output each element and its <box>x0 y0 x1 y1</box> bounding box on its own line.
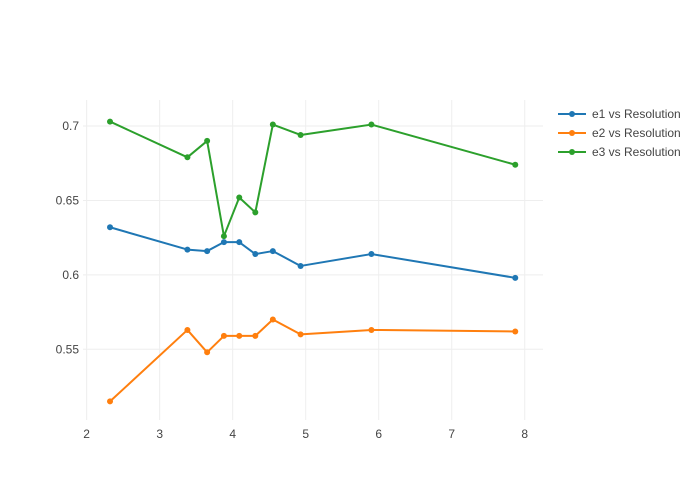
data-point[interactable] <box>368 251 375 258</box>
data-point[interactable] <box>269 121 276 128</box>
series-line <box>109 318 516 403</box>
y-tick-label: 0.7 <box>62 119 79 133</box>
x-tick-label: 5 <box>302 427 309 441</box>
x-tick-label: 4 <box>229 427 236 441</box>
legend-swatch-marker <box>569 111 575 117</box>
data-point[interactable] <box>220 233 227 240</box>
legend-swatch-marker <box>569 149 575 155</box>
data-point[interactable] <box>512 274 519 281</box>
legend-item[interactable]: e3 vs Resolution <box>558 145 681 159</box>
data-point[interactable] <box>269 248 276 255</box>
legend-label: e1 vs Resolution <box>592 107 681 121</box>
data-point[interactable] <box>368 326 375 333</box>
x-tick-label: 3 <box>156 427 163 441</box>
axis-layer: 2 3 4 5 6 7 8 0.55 0.6 0.65 0.7 <box>56 119 529 441</box>
x-tick-label: 7 <box>448 427 455 441</box>
grid-layer <box>83 100 543 420</box>
y-tick-label: 0.6 <box>62 268 79 282</box>
data-point[interactable] <box>107 224 114 231</box>
x-tick-label: 8 <box>521 427 528 441</box>
data-point[interactable] <box>269 316 276 323</box>
data-point[interactable] <box>368 121 375 128</box>
series-line <box>109 120 516 238</box>
legend-label: e2 vs Resolution <box>592 126 681 140</box>
legend-item[interactable]: e1 vs Resolution <box>558 107 681 121</box>
legend-label: e3 vs Resolution <box>592 145 681 159</box>
data-point[interactable] <box>204 137 211 144</box>
x-tick-label: 2 <box>83 427 90 441</box>
legend[interactable]: e1 vs Resolution e2 vs Resolution e3 vs Re… <box>558 107 681 159</box>
data-point[interactable] <box>297 131 304 138</box>
data-point[interactable] <box>204 349 211 356</box>
data-point[interactable] <box>184 246 191 253</box>
data-point[interactable] <box>297 262 304 269</box>
data-point[interactable] <box>252 251 259 258</box>
data-point[interactable] <box>204 248 211 255</box>
series-layer <box>107 118 519 405</box>
series-3 <box>107 118 519 240</box>
y-tick-label: 0.55 <box>56 342 80 356</box>
data-point[interactable] <box>184 154 191 161</box>
data-point[interactable] <box>184 326 191 333</box>
legend-item[interactable]: e2 vs Resolution <box>558 126 681 140</box>
data-point[interactable] <box>236 239 243 246</box>
series-1 <box>107 224 519 281</box>
data-point[interactable] <box>512 161 519 168</box>
series-2 <box>107 316 519 405</box>
y-tick-label: 0.65 <box>56 193 80 207</box>
data-point[interactable] <box>297 331 304 338</box>
series-line <box>109 226 516 279</box>
x-tick-label: 6 <box>375 427 382 441</box>
data-point[interactable] <box>236 194 243 201</box>
data-point[interactable] <box>107 118 114 125</box>
data-point[interactable] <box>512 328 519 335</box>
legend-swatch-marker <box>569 130 575 136</box>
data-point[interactable] <box>220 239 227 246</box>
data-point[interactable] <box>107 398 114 405</box>
data-point[interactable] <box>220 332 227 339</box>
data-point[interactable] <box>252 332 259 339</box>
data-point[interactable] <box>236 332 243 339</box>
data-point[interactable] <box>252 209 259 216</box>
